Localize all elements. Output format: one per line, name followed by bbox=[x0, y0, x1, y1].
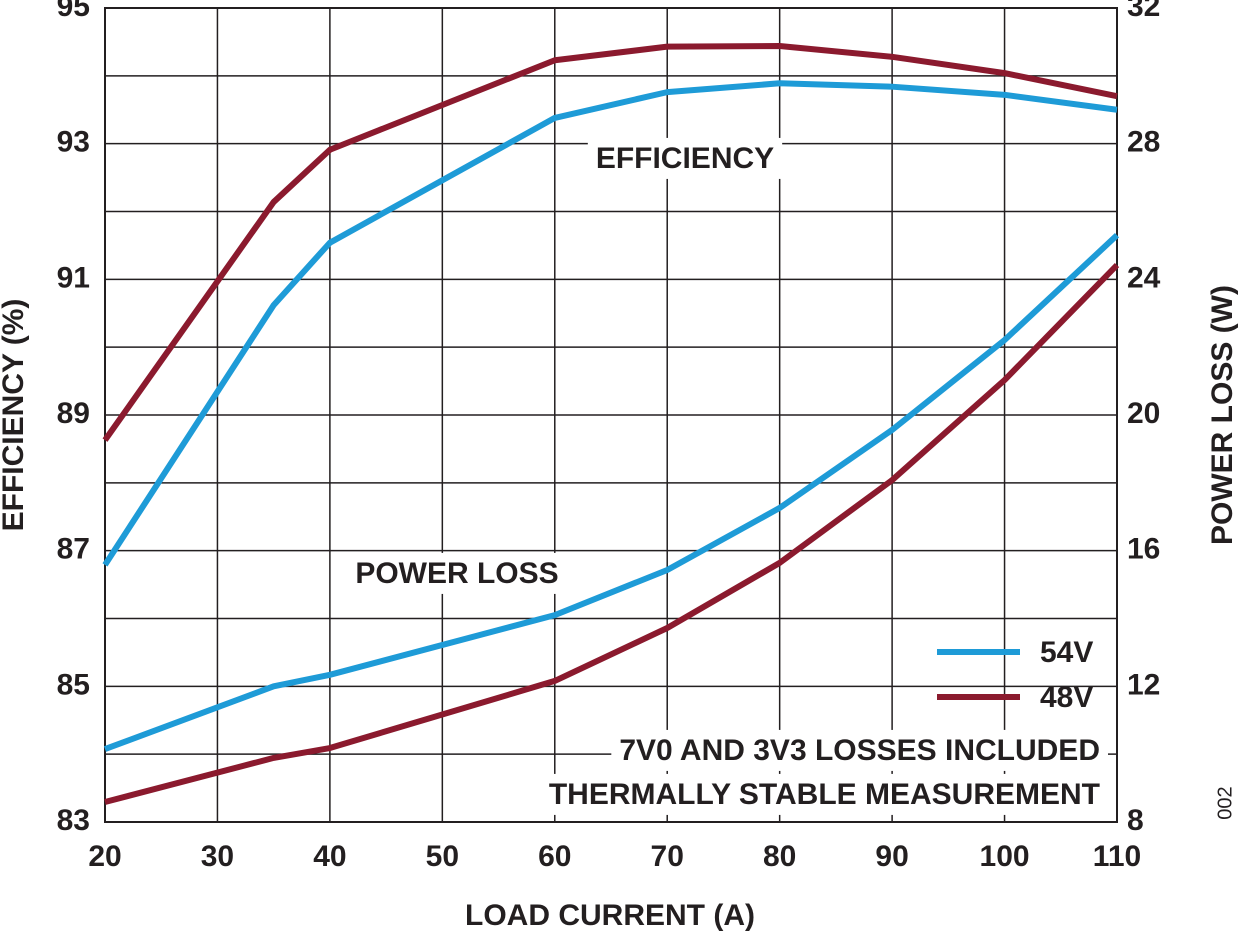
annotation: POWER LOSS bbox=[355, 557, 558, 590]
y-tick-label: 95 bbox=[57, 0, 90, 23]
y-tick-label: 83 bbox=[57, 804, 90, 837]
y2-axis-title: POWER LOSS (W) bbox=[1206, 285, 1239, 545]
plot-frame bbox=[104, 7, 1118, 823]
x-tick-label: 70 bbox=[651, 840, 684, 873]
annotation: EFFICIENCY bbox=[596, 142, 774, 175]
x-tick-label: 50 bbox=[426, 840, 459, 873]
series-line bbox=[102, 80, 1118, 567]
y-tick-label: 85 bbox=[57, 668, 90, 701]
y2-tick-label: 28 bbox=[1127, 126, 1160, 159]
x-tick-label: 30 bbox=[201, 840, 234, 873]
x-tick-label: 90 bbox=[875, 840, 908, 873]
figure-number: 002 bbox=[1214, 786, 1236, 819]
x-tick-label: 80 bbox=[763, 840, 796, 873]
x-tick-label: 20 bbox=[88, 840, 121, 873]
annotation-background bbox=[611, 729, 1108, 771]
y-axis-title: EFFICIENCY (%) bbox=[0, 299, 30, 532]
x-tick-label: 40 bbox=[313, 840, 346, 873]
annotation-background bbox=[587, 137, 783, 179]
annotation-background bbox=[347, 552, 567, 594]
y2-tick-label: 24 bbox=[1127, 261, 1161, 294]
legend-label: 54V bbox=[1040, 636, 1093, 669]
annotation: THERMALLY STABLE MEASUREMENT bbox=[549, 778, 1100, 811]
annotation: 7V0 AND 3V3 LOSSES INCLUDED bbox=[619, 734, 1100, 767]
legend-label: 48V bbox=[1040, 681, 1093, 714]
y-tick-label: 91 bbox=[57, 261, 90, 294]
y2-tick-label: 12 bbox=[1127, 668, 1160, 701]
y-tick-label: 93 bbox=[57, 126, 90, 159]
y2-tick-label: 20 bbox=[1127, 397, 1160, 430]
y-tick-label: 89 bbox=[57, 397, 90, 430]
x-tick-label: 60 bbox=[538, 840, 571, 873]
x-tick-label: 100 bbox=[980, 840, 1030, 873]
y2-tick-label: 16 bbox=[1127, 533, 1160, 566]
annotation-background bbox=[540, 773, 1108, 815]
y2-tick-label: 8 bbox=[1127, 804, 1144, 837]
x-tick-label: 110 bbox=[1093, 840, 1141, 873]
y-tick-label: 87 bbox=[57, 533, 90, 566]
x-axis-title: LOAD CURRENT (A) bbox=[465, 899, 755, 932]
series-line bbox=[104, 262, 1120, 805]
y2-tick-label: 32 bbox=[1127, 0, 1160, 23]
series-line bbox=[103, 233, 1120, 752]
series-line bbox=[102, 42, 1118, 442]
